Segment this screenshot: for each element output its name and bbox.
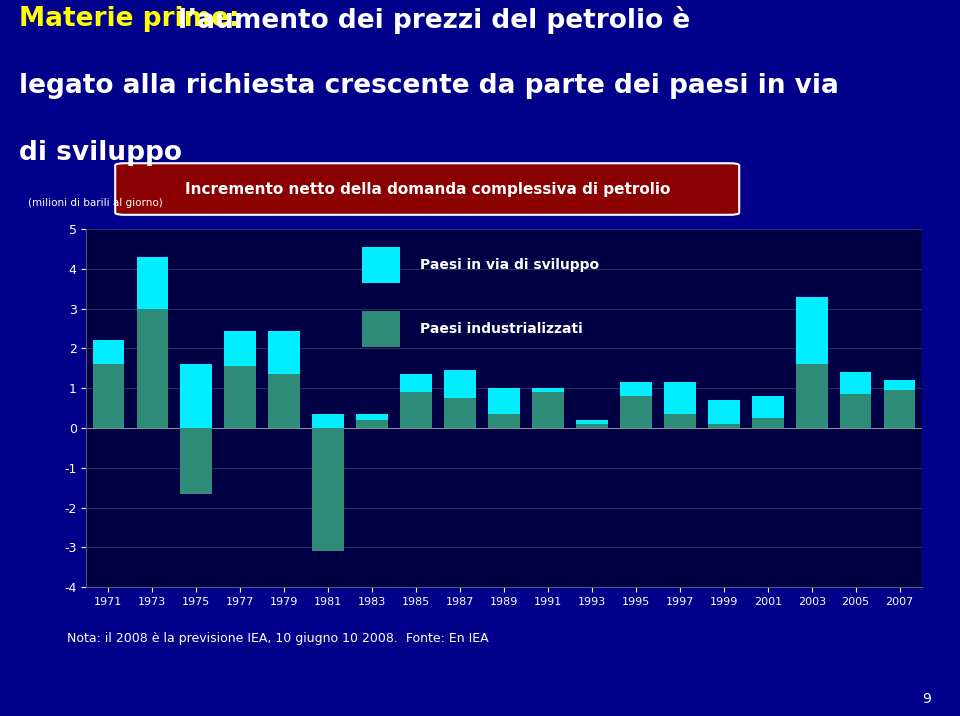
Text: Nota: il 2008 è la previsione IEA, 10 giugno 10 2008.  Fonte: En IEA: Nota: il 2008 è la previsione IEA, 10 gi… <box>67 632 489 645</box>
Bar <box>576 420 608 428</box>
Bar <box>620 396 652 428</box>
Bar <box>362 247 399 283</box>
Text: Paesi industrializzati: Paesi industrializzati <box>420 322 584 337</box>
Bar <box>664 382 696 414</box>
Bar <box>620 382 652 396</box>
Text: 9: 9 <box>923 692 931 706</box>
Bar <box>356 414 388 420</box>
Bar <box>532 388 564 392</box>
Bar <box>225 367 256 428</box>
Bar <box>708 400 739 424</box>
Bar <box>664 414 696 428</box>
Bar <box>400 392 432 428</box>
Bar <box>840 372 872 395</box>
Bar <box>532 392 564 428</box>
Bar <box>708 424 739 428</box>
Text: Materie prime:: Materie prime: <box>19 6 240 32</box>
Bar <box>269 331 300 374</box>
Bar <box>884 390 916 428</box>
Bar <box>92 364 124 428</box>
Text: (milioni di barili al giorno): (milioni di barili al giorno) <box>28 198 162 208</box>
Text: di sviluppo: di sviluppo <box>19 140 182 165</box>
Bar <box>180 428 212 493</box>
Bar <box>362 311 399 347</box>
Bar <box>92 341 124 364</box>
Bar <box>489 414 519 428</box>
Bar <box>225 331 256 367</box>
Bar <box>269 374 300 428</box>
Bar <box>180 364 212 428</box>
Bar <box>752 418 783 428</box>
Text: Incremento netto della domanda complessiva di petrolio: Incremento netto della domanda complessi… <box>184 182 670 196</box>
Bar <box>840 395 872 428</box>
Bar <box>796 296 828 364</box>
Bar <box>312 428 344 551</box>
Bar <box>884 380 916 390</box>
Bar <box>752 396 783 418</box>
Bar <box>444 398 476 428</box>
Bar <box>444 370 476 398</box>
Bar <box>576 420 608 424</box>
FancyBboxPatch shape <box>115 163 739 215</box>
Bar <box>136 257 168 309</box>
Bar <box>489 388 519 414</box>
Bar <box>400 374 432 392</box>
Text: l’aumento dei prezzi del petrolio è: l’aumento dei prezzi del petrolio è <box>178 6 690 34</box>
Text: legato alla richiesta crescente da parte dei paesi in via: legato alla richiesta crescente da parte… <box>19 73 839 99</box>
Text: Paesi in via di sviluppo: Paesi in via di sviluppo <box>420 258 600 272</box>
Bar <box>312 414 344 428</box>
Bar <box>356 420 388 428</box>
Bar <box>136 309 168 428</box>
Bar <box>796 364 828 428</box>
